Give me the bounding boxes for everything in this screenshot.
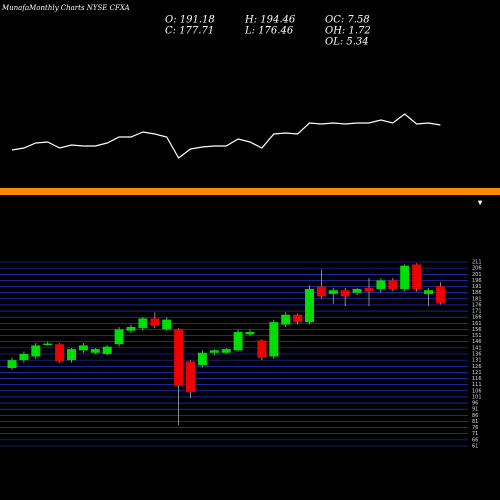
candle-body [233, 331, 243, 351]
y-tick-label: 201 [472, 272, 482, 278]
y-tick-label: 191 [472, 284, 482, 290]
candle-body [400, 265, 410, 289]
candle-body [90, 349, 100, 353]
y-tick-label: 91 [472, 407, 478, 413]
candle-body [197, 352, 207, 366]
candle-body [388, 280, 398, 289]
y-tick-label: 166 [472, 315, 482, 321]
candle-body [162, 319, 172, 330]
y-tick-label: 161 [472, 321, 482, 327]
candle-body [7, 360, 17, 368]
y-tick-label: 176 [472, 302, 482, 308]
y-tick-label: 171 [472, 309, 482, 315]
candle-body [435, 286, 445, 303]
y-tick-label: 146 [472, 339, 482, 345]
y-tick-label: 111 [472, 382, 482, 388]
y-tick-label: 211 [472, 260, 482, 266]
y-tick-label: 136 [472, 352, 482, 358]
chart-title: MunafaMonthly Charts NYSE CFXA [1, 4, 130, 12]
candle-body [376, 280, 386, 289]
y-tick-label: 186 [472, 290, 482, 296]
candle-body [245, 331, 255, 335]
candle-body [186, 361, 195, 393]
y-tick-label: 76 [472, 425, 478, 431]
candle-body [174, 329, 184, 386]
y-tick-label: 71 [472, 431, 478, 437]
y-tick-label: 116 [472, 376, 482, 382]
stat-label: L: 176.46 [244, 26, 294, 37]
candle-body [424, 290, 433, 294]
candle-body [412, 264, 422, 289]
candle-body [19, 354, 29, 361]
y-tick-label: 156 [472, 327, 482, 333]
candle-body [328, 290, 338, 294]
y-tick-label: 96 [472, 401, 478, 407]
candle-body [138, 318, 148, 329]
candle-body [340, 290, 350, 297]
y-tick-label: 126 [472, 364, 482, 370]
stat-label: OC: 7.58 [325, 15, 370, 26]
candle-body [316, 286, 326, 297]
candle-body [281, 314, 291, 325]
candle-body [209, 350, 219, 353]
candle-body [364, 287, 374, 292]
y-tick-label: 141 [472, 345, 482, 351]
candle-body [78, 345, 88, 351]
stat-label: C: 177.71 [165, 26, 214, 37]
y-tick-label: 61 [472, 444, 478, 450]
candle-body [352, 288, 362, 293]
y-tick-label: 181 [472, 296, 482, 302]
y-tick-label: 81 [472, 419, 478, 425]
indicator-line [11, 113, 441, 159]
y-tick-label: 151 [472, 333, 482, 339]
candle-body [43, 343, 53, 346]
candle-body [269, 322, 279, 357]
y-tick-label: 196 [472, 278, 482, 284]
y-tick-label: 106 [472, 388, 482, 394]
candle-body [305, 288, 314, 323]
y-tick-label: 86 [472, 413, 478, 419]
marker: ▼ [478, 200, 483, 207]
stat-label: H: 194.46 [244, 15, 296, 26]
band [0, 188, 500, 195]
candle-body [221, 349, 231, 353]
y-tick-label: 66 [472, 437, 478, 443]
stat-label: O: 191.18 [165, 15, 215, 26]
y-tick-label: 101 [472, 394, 482, 400]
y-tick-label: 121 [472, 370, 482, 376]
candle-body [31, 345, 41, 357]
candle-body [126, 327, 136, 331]
candle-body [55, 344, 65, 362]
stat-label: OH: 1.72 [325, 26, 371, 37]
candle-body [257, 340, 267, 358]
y-tick-label: 206 [472, 266, 482, 272]
candle-body [293, 314, 303, 323]
candle-body [150, 318, 160, 326]
candle-body [67, 349, 76, 361]
candle-body [102, 346, 112, 354]
candle-body [114, 329, 124, 345]
stat-label: OL: 5.34 [325, 37, 369, 48]
y-tick-label: 131 [472, 358, 482, 364]
